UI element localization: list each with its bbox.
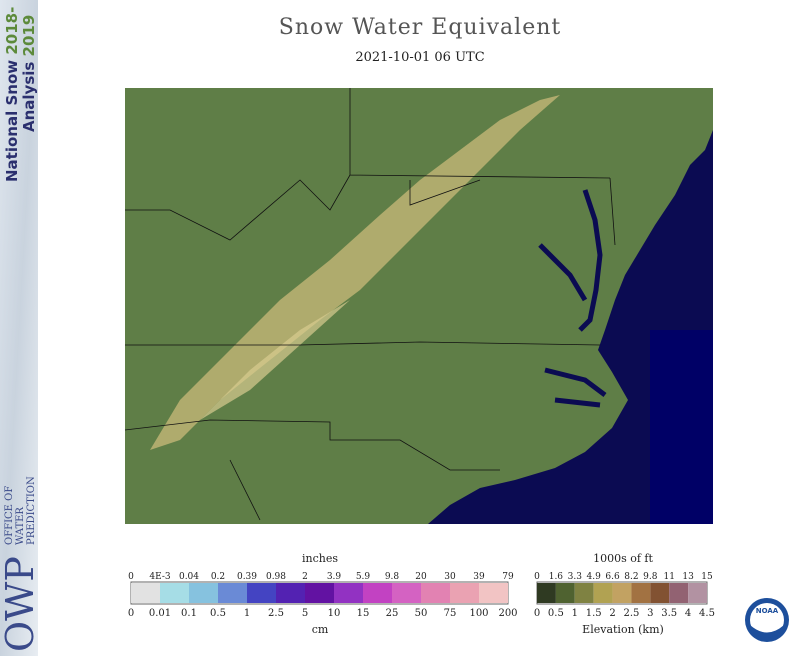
- swe-top-unit: inches: [302, 552, 338, 565]
- legend-swatch: [421, 583, 450, 603]
- legend-bottom-label: 1.5: [586, 608, 602, 619]
- legend-bottom-label: 1: [244, 608, 250, 619]
- legend-bottom-label: 3: [647, 608, 653, 619]
- legend-top-label: 4E-3: [149, 572, 171, 582]
- swe-bottom-unit: cm: [312, 623, 329, 636]
- legend-top-label: 30: [444, 572, 456, 582]
- program-year: 2019: [20, 15, 38, 57]
- legend-swatch: [688, 583, 707, 603]
- legend-bottom-label: 0.5: [210, 608, 226, 619]
- legend-top-label: 0.04: [179, 572, 199, 582]
- elev-bottom-unit: Elevation (km): [582, 623, 664, 636]
- sidebar: [0, 0, 38, 656]
- legend-bottom-label: 4.5: [699, 608, 715, 619]
- legend-swatch: [593, 583, 613, 603]
- legend-bottom-label: 10: [328, 608, 341, 619]
- legend-bottom-label: 50: [415, 608, 428, 619]
- legend-swatch: [450, 583, 479, 603]
- legend-swatch: [363, 583, 392, 603]
- ocean: [428, 130, 713, 524]
- legend-bottom-label: 2.5: [623, 608, 639, 619]
- legend-top-label: 1.6: [549, 572, 564, 582]
- legend-swatch: [574, 583, 594, 603]
- legend-top-label: 0.98: [266, 572, 286, 582]
- legend-bottom-label: 75: [444, 608, 457, 619]
- legend-swatch: [189, 583, 218, 603]
- owp-line: WATER: [15, 507, 26, 545]
- legend-swatch: [334, 583, 363, 603]
- legend-swatch: [160, 583, 189, 603]
- legend-bottom-label: 0: [534, 608, 540, 619]
- legend-swatch: [276, 583, 305, 603]
- title: Snow Water Equivalent: [279, 15, 561, 40]
- legend-top-label: 9.8: [643, 572, 658, 582]
- legend-top-label: 3.9: [327, 572, 342, 582]
- legend-swatch: [555, 583, 575, 603]
- legend-top-label: 20: [415, 572, 427, 582]
- legend-top-label: 11: [663, 572, 674, 582]
- legend-swatch: [305, 583, 334, 603]
- mountains: [150, 95, 560, 450]
- legend-top-label: 79: [502, 572, 514, 582]
- legend-swatch: [650, 583, 670, 603]
- legend-top-label: 13: [682, 572, 694, 582]
- legend-top-label: 0.2: [211, 572, 225, 582]
- legend-bottom-label: 5: [302, 608, 308, 619]
- legend-bottom-label: 2.5: [268, 608, 284, 619]
- legend-bottom-label: 15: [357, 608, 370, 619]
- legend-swatch: [612, 583, 632, 603]
- program-name: National Snow: [3, 60, 21, 182]
- legend-top-label: 15: [701, 572, 713, 582]
- legend-top-label: 3.3: [568, 572, 583, 582]
- owp-line: OFFICE OF: [4, 486, 15, 545]
- legend-swatch: [247, 583, 276, 603]
- legend-bottom-label: 2: [609, 608, 615, 619]
- owp-logo: OWP: [0, 556, 42, 652]
- legend-top-label: 0.39: [237, 572, 257, 582]
- legend-swatch: [631, 583, 651, 603]
- bays: [538, 189, 607, 408]
- legend-top-label: 8.2: [624, 572, 638, 582]
- legend-top-label: 39: [473, 572, 485, 582]
- mountains: [200, 300, 350, 420]
- noaa-logo: NOAA: [745, 598, 789, 642]
- legend-bottom-label: 25: [386, 608, 399, 619]
- ocean-box: [650, 330, 713, 524]
- legend-bottom-label: 0.1: [181, 608, 197, 619]
- legend-top-label: 4.9: [587, 572, 602, 582]
- legend-top-label: 0: [534, 572, 540, 582]
- legend-top-label: 0: [128, 572, 134, 582]
- legend-swatch: [131, 583, 160, 603]
- legend-bottom-label: 1: [572, 608, 578, 619]
- legend-swatch: [479, 583, 508, 603]
- legend-top-label: 9.8: [385, 572, 400, 582]
- legend-swatch: [218, 583, 247, 603]
- legend-bottom-label: 100: [469, 608, 488, 619]
- legend-swatch: [537, 583, 556, 603]
- program-year: 2018-: [3, 7, 21, 55]
- owp-line: PREDICTION: [26, 476, 37, 545]
- elev-top-unit: 1000s of ft: [593, 552, 653, 565]
- program-name: Analysis: [20, 62, 38, 132]
- legend-bottom-label: 4: [685, 608, 691, 619]
- map: [124, 88, 713, 524]
- legend-bottom-label: 3.5: [661, 608, 677, 619]
- legend-top-label: 6.6: [605, 572, 620, 582]
- legend-swatch: [392, 583, 421, 603]
- legend-bottom-label: 0.01: [149, 608, 171, 619]
- legend-bottom-label: 0.5: [548, 608, 564, 619]
- legend-swatch: [669, 583, 689, 603]
- legend-bottom-label: 0: [128, 608, 134, 619]
- boundaries: [124, 88, 616, 521]
- subtitle: 2021-10-01 06 UTC: [355, 50, 484, 65]
- legend-top-label: 2: [302, 572, 308, 582]
- program-line-2: Analysis 2019: [20, 15, 38, 132]
- legend-top-label: 5.9: [356, 572, 371, 582]
- legend-bottom-label: 200: [498, 608, 517, 619]
- program-line-1: National Snow 2018-: [3, 7, 21, 182]
- noaa-text: NOAA: [756, 607, 779, 615]
